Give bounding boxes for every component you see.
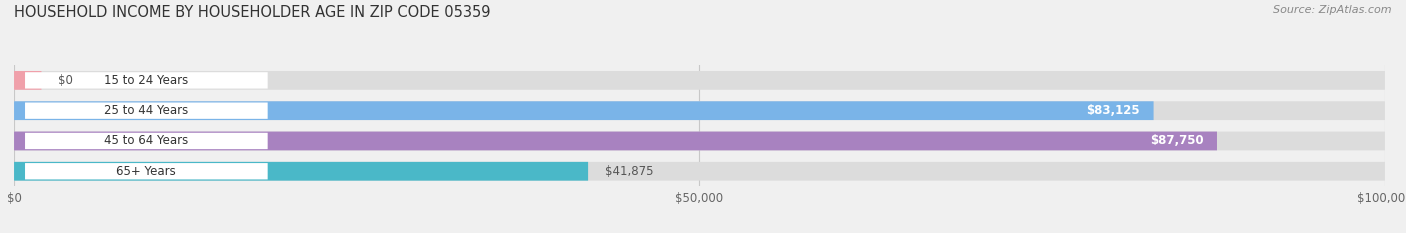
Text: HOUSEHOLD INCOME BY HOUSEHOLDER AGE IN ZIP CODE 05359: HOUSEHOLD INCOME BY HOUSEHOLDER AGE IN Z… <box>14 5 491 20</box>
FancyBboxPatch shape <box>25 103 267 119</box>
FancyBboxPatch shape <box>14 101 1385 120</box>
FancyBboxPatch shape <box>14 132 1385 150</box>
Text: $83,125: $83,125 <box>1087 104 1140 117</box>
FancyBboxPatch shape <box>25 133 267 149</box>
FancyBboxPatch shape <box>25 163 267 179</box>
Text: Source: ZipAtlas.com: Source: ZipAtlas.com <box>1274 5 1392 15</box>
Text: $41,875: $41,875 <box>605 165 652 178</box>
Text: 15 to 24 Years: 15 to 24 Years <box>104 74 188 87</box>
FancyBboxPatch shape <box>14 71 1385 90</box>
FancyBboxPatch shape <box>14 162 1385 181</box>
FancyBboxPatch shape <box>14 162 588 181</box>
FancyBboxPatch shape <box>25 72 267 89</box>
FancyBboxPatch shape <box>14 101 1153 120</box>
FancyBboxPatch shape <box>14 132 1218 150</box>
Text: 45 to 64 Years: 45 to 64 Years <box>104 134 188 147</box>
Text: 65+ Years: 65+ Years <box>117 165 176 178</box>
Text: $0: $0 <box>58 74 73 87</box>
Text: $87,750: $87,750 <box>1150 134 1204 147</box>
Text: 25 to 44 Years: 25 to 44 Years <box>104 104 188 117</box>
FancyBboxPatch shape <box>14 71 42 90</box>
